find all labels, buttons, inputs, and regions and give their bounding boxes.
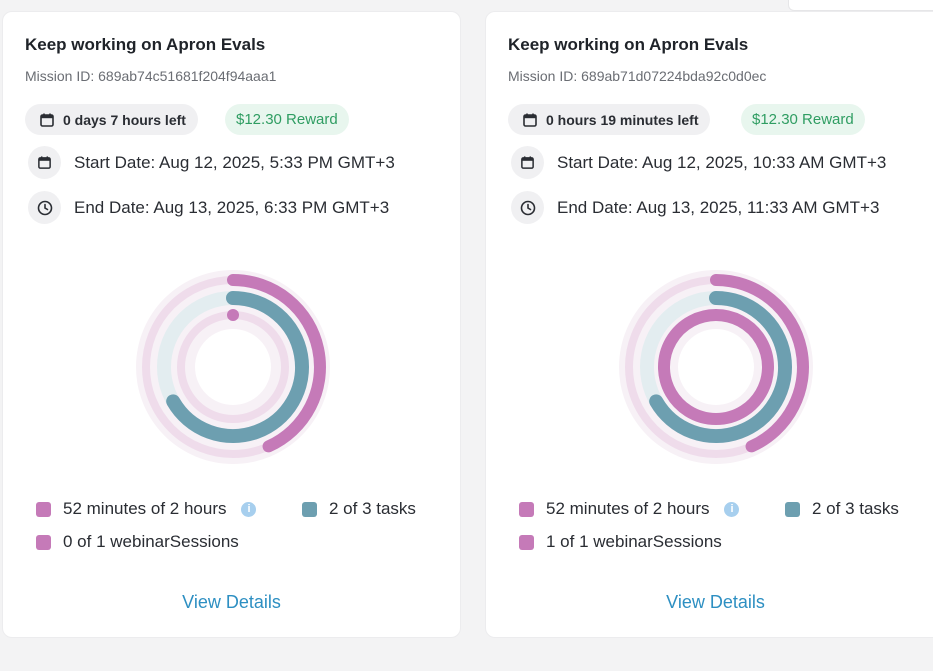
end-date: End Date: Aug 13, 2025, 11:33 AM GMT+3 [557, 197, 880, 217]
teal-swatch [302, 501, 317, 517]
clock-icon [28, 191, 61, 224]
teal-swatch [785, 501, 800, 517]
webinar-ring-arc [658, 309, 774, 425]
legend-item-webinar: 0 of 1 webinarSessions [36, 532, 239, 552]
view-details-link[interactable]: View Details [666, 592, 765, 612]
pink-swatch [519, 501, 534, 517]
view-details-link[interactable]: View Details [182, 592, 281, 612]
end-date: End Date: Aug 13, 2025, 6:33 PM GMT+3 [74, 197, 390, 217]
legend-tasks-label: 2 of 3 tasks [812, 499, 899, 518]
time-left-badge: 0 hours 19 minutes left [508, 104, 711, 135]
pink-swatch [519, 534, 534, 550]
rings-center [678, 329, 754, 405]
calendar-icon [28, 146, 61, 179]
legend-item-tasks: 2 of 3 tasks [302, 499, 416, 519]
reward-badge: $12.30 Reward [225, 104, 349, 135]
mission-id: Mission ID: 689ab74c51681f204f94aaa1 [25, 68, 277, 84]
legend-webinar-label: 0 of 1 webinarSessions [63, 532, 239, 551]
minutes-ring-arc [227, 274, 326, 453]
calendar-icon [511, 146, 544, 179]
top-panel-edge [788, 0, 933, 11]
mission-title: Keep working on Apron Evals [508, 35, 749, 54]
time-left-text: 0 days 7 hours left [63, 111, 186, 128]
legend-tasks-label: 2 of 3 tasks [329, 499, 416, 518]
start-date: Start Date: Aug 12, 2025, 10:33 AM GMT+3 [557, 152, 887, 172]
start-date-row: Start Date: Aug 12, 2025, 10:33 AM GMT+3 [511, 146, 886, 179]
calendar-icon [522, 112, 538, 128]
legend-webinar-label: 1 of 1 webinarSessions [546, 532, 722, 551]
mission-card: Keep working on Apron Evals Mission ID: … [2, 11, 461, 638]
tasks-ring-arc [166, 291, 309, 443]
mission-title: Keep working on Apron Evals [25, 35, 266, 54]
time-left-badge: 0 days 7 hours left [25, 104, 198, 135]
legend-item-tasks: 2 of 3 tasks [785, 499, 899, 519]
clock-icon [511, 191, 544, 224]
info-icon[interactable]: i [724, 501, 740, 517]
progress-rings-chart [136, 270, 330, 464]
rings-center [195, 329, 271, 405]
pink-swatch [36, 501, 51, 517]
legend-item-minutes: 52 minutes of 2 hours i [519, 499, 740, 519]
minutes-ring-arc [710, 274, 809, 453]
end-date-row: End Date: Aug 13, 2025, 6:33 PM GMT+3 [28, 191, 389, 224]
end-date-row: End Date: Aug 13, 2025, 11:33 AM GMT+3 [511, 191, 879, 224]
mission-card: Keep working on Apron Evals Mission ID: … [485, 11, 933, 638]
pink-swatch [36, 534, 51, 550]
page-background [0, 640, 933, 671]
time-left-text: 0 hours 19 minutes left [546, 111, 699, 128]
legend-minutes-label: 52 minutes of 2 hours [63, 499, 227, 518]
info-icon[interactable]: i [241, 501, 257, 517]
legend-minutes-label: 52 minutes of 2 hours [546, 499, 710, 518]
tasks-ring-arc [649, 291, 792, 443]
calendar-icon [39, 112, 55, 128]
start-date: Start Date: Aug 12, 2025, 5:33 PM GMT+3 [74, 152, 395, 172]
legend-item-webinar: 1 of 1 webinarSessions [519, 532, 722, 552]
mission-id: Mission ID: 689ab71d07224bda92c0d0ec [508, 68, 767, 84]
start-date-row: Start Date: Aug 12, 2025, 5:33 PM GMT+3 [28, 146, 395, 179]
progress-rings-chart [619, 270, 813, 464]
legend-item-minutes: 52 minutes of 2 hours i [36, 499, 257, 519]
reward-badge: $12.30 Reward [741, 104, 865, 135]
